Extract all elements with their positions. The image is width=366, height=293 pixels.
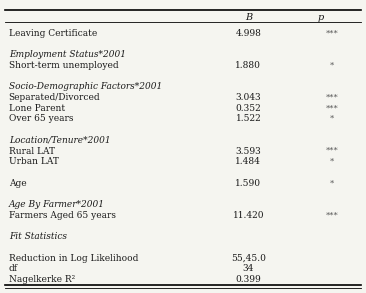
Text: B: B [245,13,252,22]
Text: ***: *** [325,147,338,155]
Text: 1.880: 1.880 [235,61,261,70]
Text: ***: *** [325,93,338,101]
Text: Reduction in Log Likelihood: Reduction in Log Likelihood [9,254,138,263]
Text: 1.590: 1.590 [235,179,261,188]
Text: 0.399: 0.399 [235,275,261,284]
Text: 3.593: 3.593 [235,146,261,156]
Text: 1.522: 1.522 [235,114,261,123]
Text: p: p [318,13,324,22]
Text: Socio-Demographic Factors*2001: Socio-Demographic Factors*2001 [9,82,162,91]
Text: 55,45.0: 55,45.0 [231,254,266,263]
Text: *: * [330,61,334,69]
Text: Employment Status*2001: Employment Status*2001 [9,50,126,59]
Text: ***: *** [325,211,338,219]
Text: Age By Farmer*2001: Age By Farmer*2001 [9,200,105,209]
Text: Short-term unemployed: Short-term unemployed [9,61,118,70]
Text: df: df [9,264,18,273]
Text: ***: *** [325,29,338,37]
Text: Urban LAT: Urban LAT [9,157,59,166]
Text: Over 65 years: Over 65 years [9,114,73,123]
Text: Age: Age [9,179,26,188]
Text: Farmers Aged 65 years: Farmers Aged 65 years [9,211,116,220]
Text: ***: *** [325,104,338,112]
Text: Nagelkerke R²: Nagelkerke R² [9,275,75,284]
Text: 3.043: 3.043 [236,93,261,102]
Text: 0.352: 0.352 [235,104,261,113]
Text: Rural LAT: Rural LAT [9,146,55,156]
Text: Separated/Divorced: Separated/Divorced [9,93,100,102]
Text: 11.420: 11.420 [233,211,264,220]
Text: Leaving Certificate: Leaving Certificate [9,29,97,38]
Text: *: * [330,179,334,187]
Text: 1.484: 1.484 [235,157,261,166]
Text: 4.998: 4.998 [235,29,261,38]
Text: *: * [330,158,334,166]
Text: 34: 34 [243,264,254,273]
Text: Fit Statistics: Fit Statistics [9,232,67,241]
Text: *: * [330,115,334,123]
Text: Location/Tenure*2001: Location/Tenure*2001 [9,136,110,145]
Text: Lone Parent: Lone Parent [9,104,65,113]
